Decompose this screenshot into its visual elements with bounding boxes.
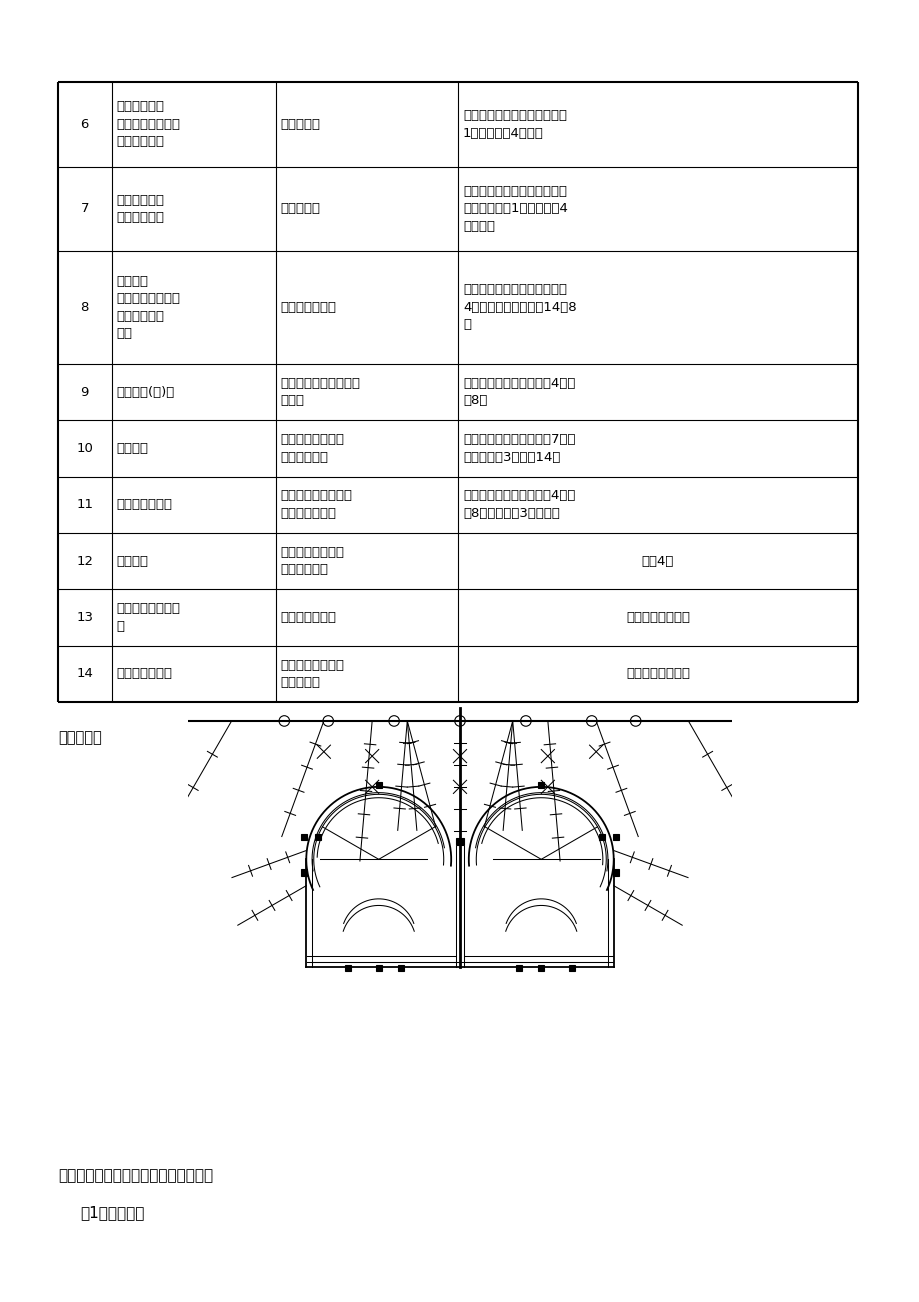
Text: 布置如图：: 布置如图：	[58, 730, 102, 745]
Text: 围岩内部位移
（洞内埋设，拟改
为地表埋设）: 围岩内部位移 （洞内埋设，拟改 为地表埋设）	[117, 100, 180, 148]
Bar	[538, 781, 544, 788]
Text: 8: 8	[81, 301, 89, 314]
Bar	[456, 838, 463, 845]
Text: 锚杆轴（内）力: 锚杆轴（内）力	[117, 499, 173, 512]
Text: 中导洞及上、下行线正洞每断
面顶部各布设1条。每条各4
个测点。: 中导洞及上、下行线正洞每断 面顶部各布设1条。每条各4 个测点。	[462, 185, 567, 233]
Text: 拱与中墙的相对变
位: 拱与中墙的相对变 位	[117, 603, 180, 633]
Bar	[397, 965, 403, 971]
Text: 多点位移计: 多点位移计	[280, 117, 320, 130]
Text: 13: 13	[76, 611, 93, 624]
Text: 根据具体情况布设: 根据具体情况布设	[625, 611, 689, 624]
Bar	[375, 781, 381, 788]
Bar	[613, 870, 618, 875]
Text: 上、下行线每断面各布设4条，
共8条。每条各3个测点。: 上、下行线每断面各布设4条， 共8条。每条各3个测点。	[462, 490, 574, 519]
Bar	[301, 835, 306, 840]
Bar	[613, 835, 618, 840]
Text: 11: 11	[76, 499, 93, 512]
Text: 12: 12	[76, 555, 93, 568]
Bar	[516, 965, 522, 971]
Text: 中墙或衬砌裂缝: 中墙或衬砌裂缝	[117, 668, 173, 681]
Text: 7: 7	[81, 202, 89, 215]
Text: 测缝计及简易测缝
计、频率计: 测缝计及简易测缝 计、频率计	[280, 659, 345, 689]
Text: 上、下行线每断面各布设7点，
其中仰拱各3点。共14点: 上、下行线每断面各布设7点， 其中仰拱各3点。共14点	[462, 434, 575, 464]
Text: 9: 9	[81, 385, 89, 398]
Bar	[538, 965, 544, 971]
Text: 根据裂缝情况布设: 根据裂缝情况布设	[625, 668, 689, 681]
Text: 钢拱架压(应)力: 钢拱架压(应)力	[117, 385, 175, 398]
Text: 压力盒、频率计: 压力盒、频率计	[280, 301, 336, 314]
Text: 围岩内部位移
（地表理设）: 围岩内部位移 （地表理设）	[117, 194, 165, 224]
Bar	[345, 965, 351, 971]
Bar	[568, 965, 574, 971]
Text: （四）、监测频率及监测进度计划安排: （四）、监测频率及监测进度计划安排	[58, 1168, 213, 1184]
Text: 上、下行线正洞每断面各布设
4点。两种接触压力共14和8
点: 上、下行线正洞每断面各布设 4点。两种接触压力共14和8 点	[462, 284, 576, 332]
Text: 14: 14	[76, 668, 93, 681]
Bar	[598, 835, 605, 840]
Text: 6: 6	[81, 117, 89, 130]
Text: 轴力计（钢应变计）、
频率计: 轴力计（钢应变计）、 频率计	[280, 376, 360, 408]
Text: 布置4点: 布置4点	[641, 555, 674, 568]
Bar	[314, 835, 321, 840]
Text: 中墙内力: 中墙内力	[117, 555, 149, 568]
Text: 上、下行线每断面各布设4点。
共8点: 上、下行线每断面各布设4点。 共8点	[462, 376, 574, 408]
Bar	[375, 965, 381, 971]
Text: 上、下行线正洞每断面各布设
1条。每条各4个测点: 上、下行线正洞每断面各布设 1条。每条各4个测点	[462, 109, 566, 139]
Text: 锚杆轴力计（钢筋应
力计）、频率计: 锚杆轴力计（钢筋应 力计）、频率计	[280, 490, 352, 519]
Text: 衬砌内力: 衬砌内力	[117, 441, 149, 454]
Bar	[301, 870, 306, 875]
Text: 测缝计、频率计: 测缝计、频率计	[280, 611, 336, 624]
Text: 接触压力
（围岩与初衬间，
初衬与二衬间
仰拱: 接触压力 （围岩与初衬间， 初衬与二衬间 仰拱	[117, 275, 180, 340]
Text: （1）监测频率: （1）监测频率	[80, 1204, 144, 1220]
Text: 钢筋应力计（应变
计）、频率计: 钢筋应力计（应变 计）、频率计	[280, 546, 345, 577]
Text: 钢筋应力计（应变
计）、频率计: 钢筋应力计（应变 计）、频率计	[280, 434, 345, 464]
Text: 多点位移计: 多点位移计	[280, 202, 320, 215]
Text: 10: 10	[76, 441, 93, 454]
